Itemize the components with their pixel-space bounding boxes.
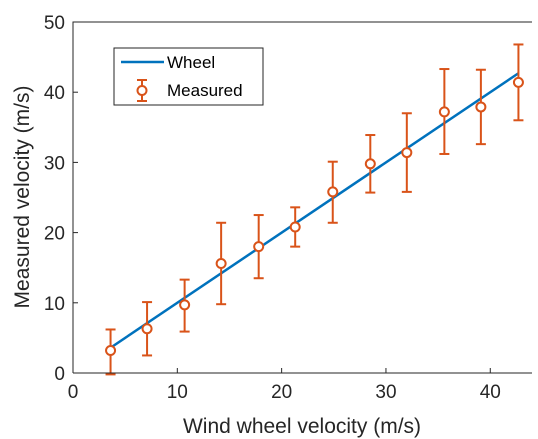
y-tick-label: 20 [44, 224, 65, 245]
measured-point [327, 186, 339, 198]
x-tick-label: 30 [375, 382, 396, 403]
legend-measured-marker [136, 85, 148, 96]
legend-box [113, 47, 264, 106]
x-tick-label: 40 [480, 382, 501, 403]
legend: Wheel Measured [113, 47, 264, 106]
measured-point [289, 221, 301, 233]
y-tick-label: 0 [54, 364, 65, 385]
measured-point [215, 257, 227, 269]
y-axis-label: Measured velocity (m/s) [11, 86, 34, 309]
measured-point [512, 76, 524, 88]
measured-point [475, 101, 487, 113]
legend-wheel-label: Wheel [167, 53, 215, 72]
measured-point [141, 323, 153, 335]
measured-point [179, 299, 191, 311]
legend-measured-label: Measured [167, 81, 243, 100]
x-tick-label: 0 [68, 382, 79, 403]
measured-point [105, 345, 117, 357]
x-tick-label: 20 [271, 382, 292, 403]
measured-point [438, 106, 450, 118]
x-axis-label: Wind wheel velocity (m/s) [183, 415, 421, 438]
x-tick-label: 10 [167, 382, 188, 403]
y-tick-label: 10 [44, 294, 65, 315]
measured-point [401, 147, 413, 159]
measured-point [364, 158, 376, 170]
measured-point [253, 241, 265, 253]
y-tick-label: 50 [44, 13, 65, 34]
y-tick-label: 30 [44, 153, 65, 174]
wheel-series-line [109, 72, 520, 349]
y-tick-label: 40 [44, 83, 65, 104]
